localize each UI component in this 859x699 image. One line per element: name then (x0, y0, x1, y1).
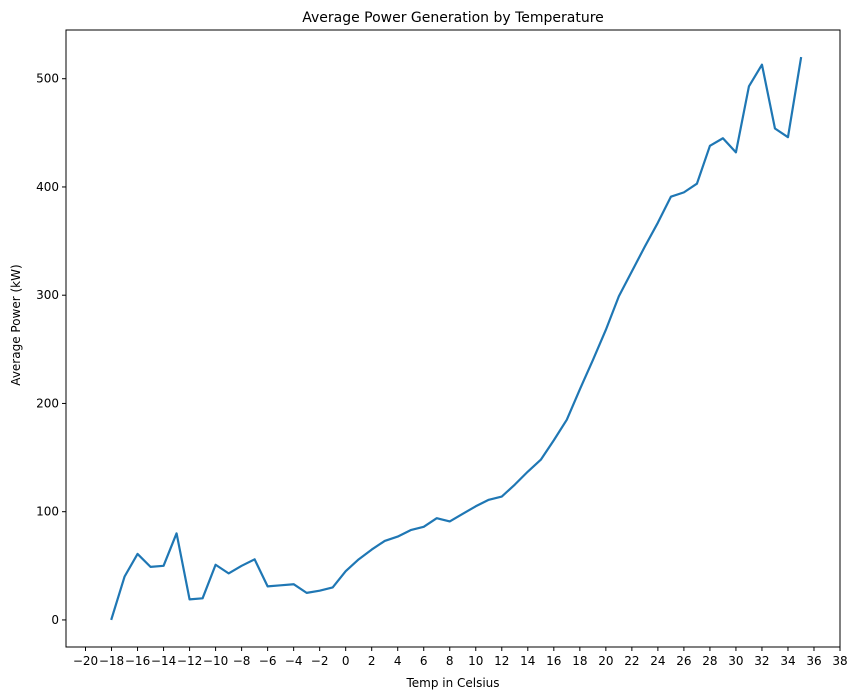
chart-title: Average Power Generation by Temperature (302, 10, 604, 26)
x-tick-label: 14 (520, 654, 535, 668)
x-tick-label: 4 (394, 654, 402, 668)
series-line (110, 56, 803, 621)
x-tick-label: 22 (624, 654, 639, 668)
x-tick-label: −2 (311, 654, 329, 668)
x-tick-label: 24 (650, 654, 665, 668)
x-tick-label: −18 (99, 654, 124, 668)
x-tick-label: 12 (494, 654, 509, 668)
x-tick-label: −16 (125, 654, 150, 668)
x-tick-label: −20 (73, 654, 98, 668)
y-tick-label: 100 (36, 505, 59, 519)
y-tick-label: 300 (36, 288, 59, 302)
x-tick-label: 20 (598, 654, 613, 668)
x-tick-label: 2 (368, 654, 376, 668)
x-tick-label: 0 (342, 654, 350, 668)
x-tick-label: 6 (420, 654, 428, 668)
x-tick-label: 16 (546, 654, 561, 668)
plot-frame (65, 29, 841, 648)
x-tick-label: 32 (754, 654, 769, 668)
x-tick-label: −8 (233, 654, 251, 668)
x-tick-label: −14 (151, 654, 176, 668)
x-tick-label: 36 (806, 654, 821, 668)
x-tick-label: 18 (572, 654, 587, 668)
x-tick-label: 8 (446, 654, 454, 668)
x-tick-label: 38 (832, 654, 847, 668)
y-tick-label: 0 (51, 613, 59, 627)
x-tick-label: 26 (676, 654, 691, 668)
x-tick-label: −4 (285, 654, 303, 668)
x-tick-label: −10 (203, 654, 228, 668)
x-tick-label: 34 (780, 654, 795, 668)
x-tick-label: 30 (728, 654, 743, 668)
x-tick-label: −12 (177, 654, 202, 668)
x-tick-label: 10 (468, 654, 483, 668)
x-tick-label: 28 (702, 654, 717, 668)
y-tick-label: 200 (36, 396, 59, 410)
y-axis-label: Average Power (kW) (9, 264, 23, 385)
y-tick-label: 400 (36, 180, 59, 194)
x-axis-label: Temp in Celsius (405, 676, 499, 690)
x-tick-label: −6 (259, 654, 277, 668)
y-tick-label: 500 (36, 72, 59, 86)
